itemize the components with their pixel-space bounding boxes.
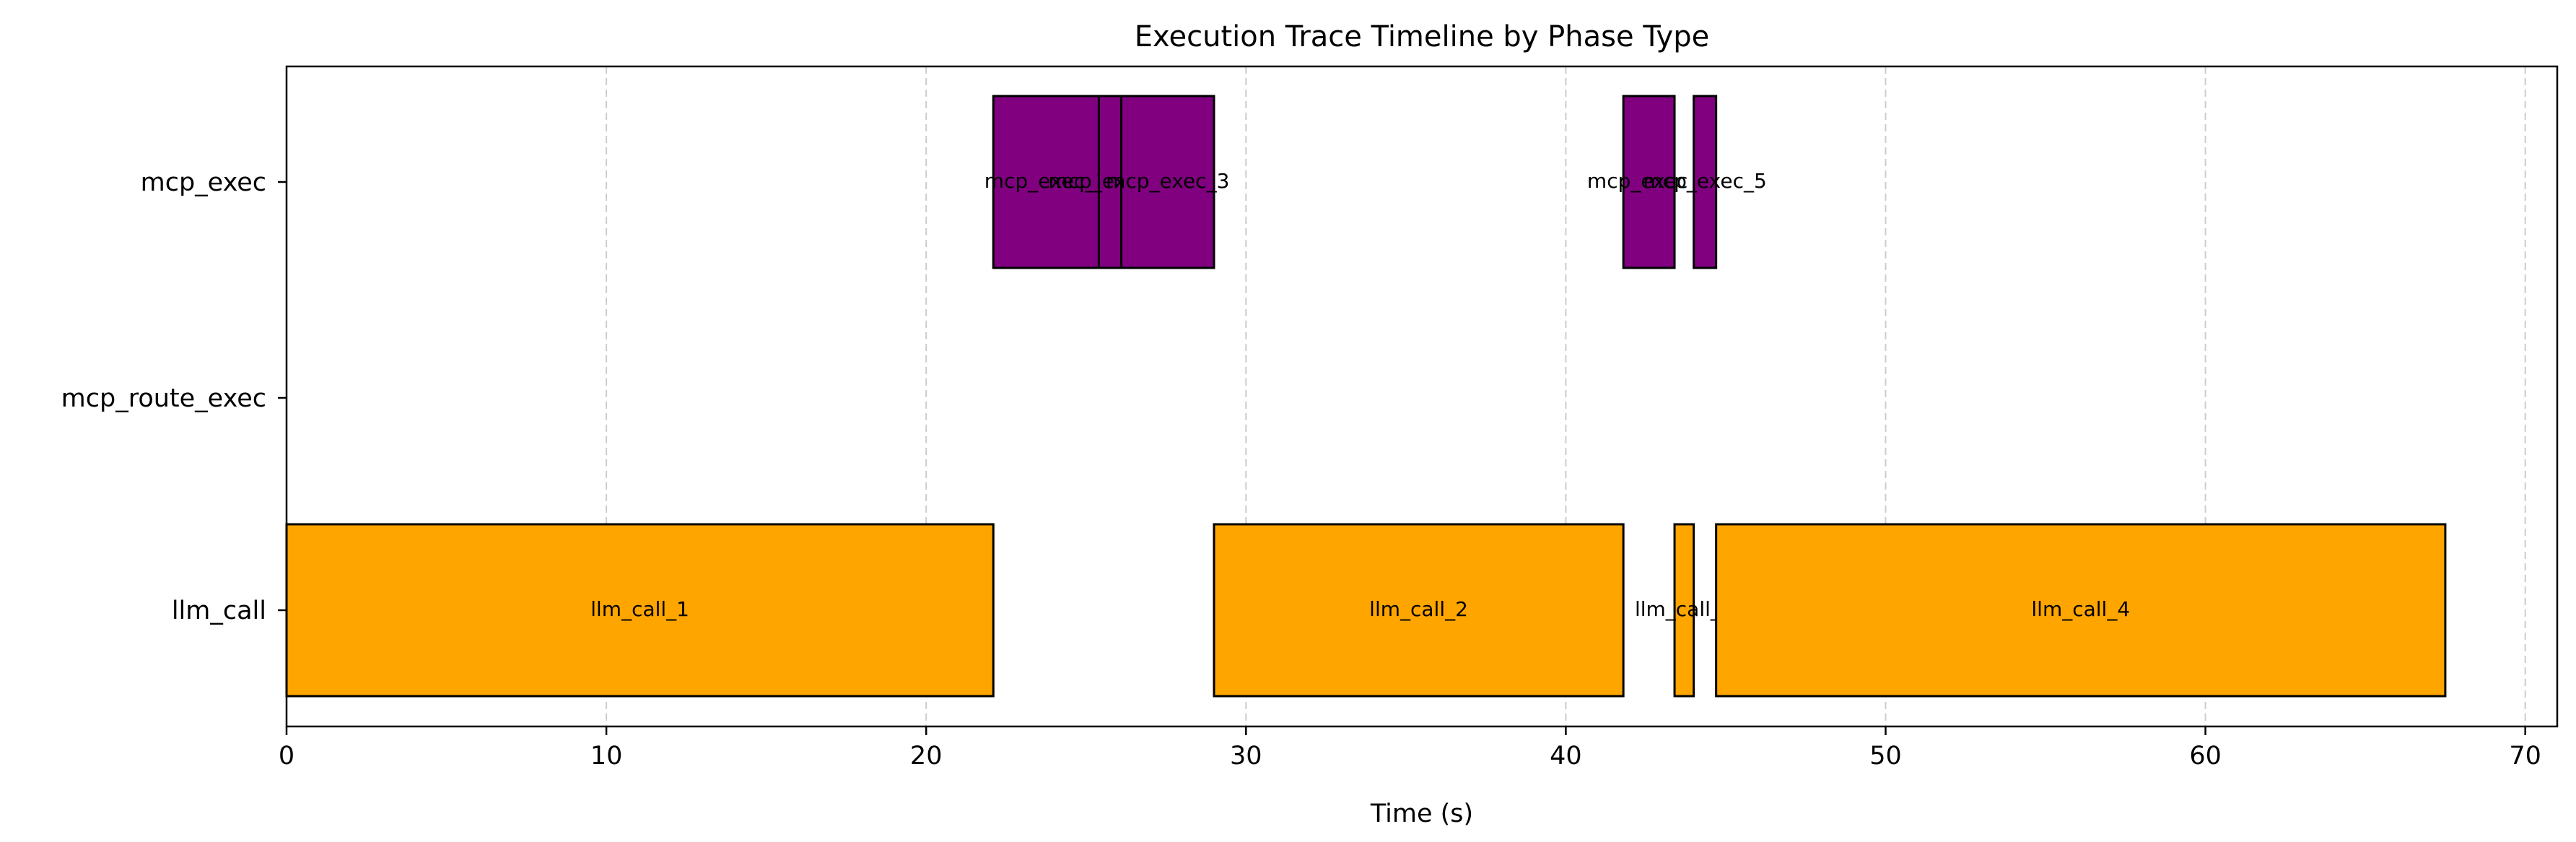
y-tick-label-llm-call: llm_call <box>172 596 266 625</box>
bar-mcp-exec-4 <box>1622 95 1676 269</box>
x-tick-label: 70 <box>2509 742 2541 771</box>
bar-label-mcp-exec-3: mcp_exec_3 <box>1106 169 1229 193</box>
x-tick-label: 10 <box>590 742 623 771</box>
x-axis-ticks: 0 10 20 30 40 50 60 70 <box>279 726 2541 771</box>
x-tick-label: 0 <box>279 742 294 771</box>
y-tick-label-mcp-route-exec: mcp_route_exec <box>61 384 266 413</box>
bar-mcp-exec-2 <box>1097 95 1122 269</box>
bar-label-mcp-exec-1: mcp_exec_1 <box>984 169 1108 193</box>
x-axis-label: Time (s) <box>1370 799 1473 828</box>
bar-label-mcp-exec-5: mcp_exec_5 <box>1643 169 1766 193</box>
x-tick-label: 20 <box>910 742 943 771</box>
chart-title: Execution Trace Timeline by Phase Type <box>1135 20 1709 53</box>
bar-label-mcp-exec-4: mcp_exec_4 <box>1587 169 1711 193</box>
bar-mcp-exec-3 <box>1119 95 1215 269</box>
bar-llm-call-4 <box>1715 523 2447 698</box>
bar-llm-call-3 <box>1673 523 1695 698</box>
bar-label-llm-call-2: llm_call_2 <box>1369 597 1468 621</box>
bar-mcp-exec-1 <box>992 95 1100 269</box>
bar-label-llm-call-4: llm_call_4 <box>2031 597 2130 621</box>
bar-mcp-exec-5 <box>1693 95 1718 269</box>
x-tick-label: 60 <box>2189 742 2222 771</box>
bar-llm-call-2 <box>1213 523 1625 698</box>
bars: llm_call_1mcp_exec_1mcp_exec_2mcp_exec_3… <box>285 95 2447 698</box>
y-axis-ticks: mcp_exec mcp_route_exec llm_call <box>61 168 287 625</box>
plot-area <box>285 65 2559 728</box>
grid-lines <box>606 66 2526 726</box>
y-tick-label-mcp-exec: mcp_exec <box>141 168 266 197</box>
x-tick-label: 50 <box>1869 742 1902 771</box>
x-tick-label: 40 <box>1550 742 1582 771</box>
x-tick-label: 30 <box>1230 742 1262 771</box>
bar-label-llm-call-1: llm_call_1 <box>590 597 689 621</box>
